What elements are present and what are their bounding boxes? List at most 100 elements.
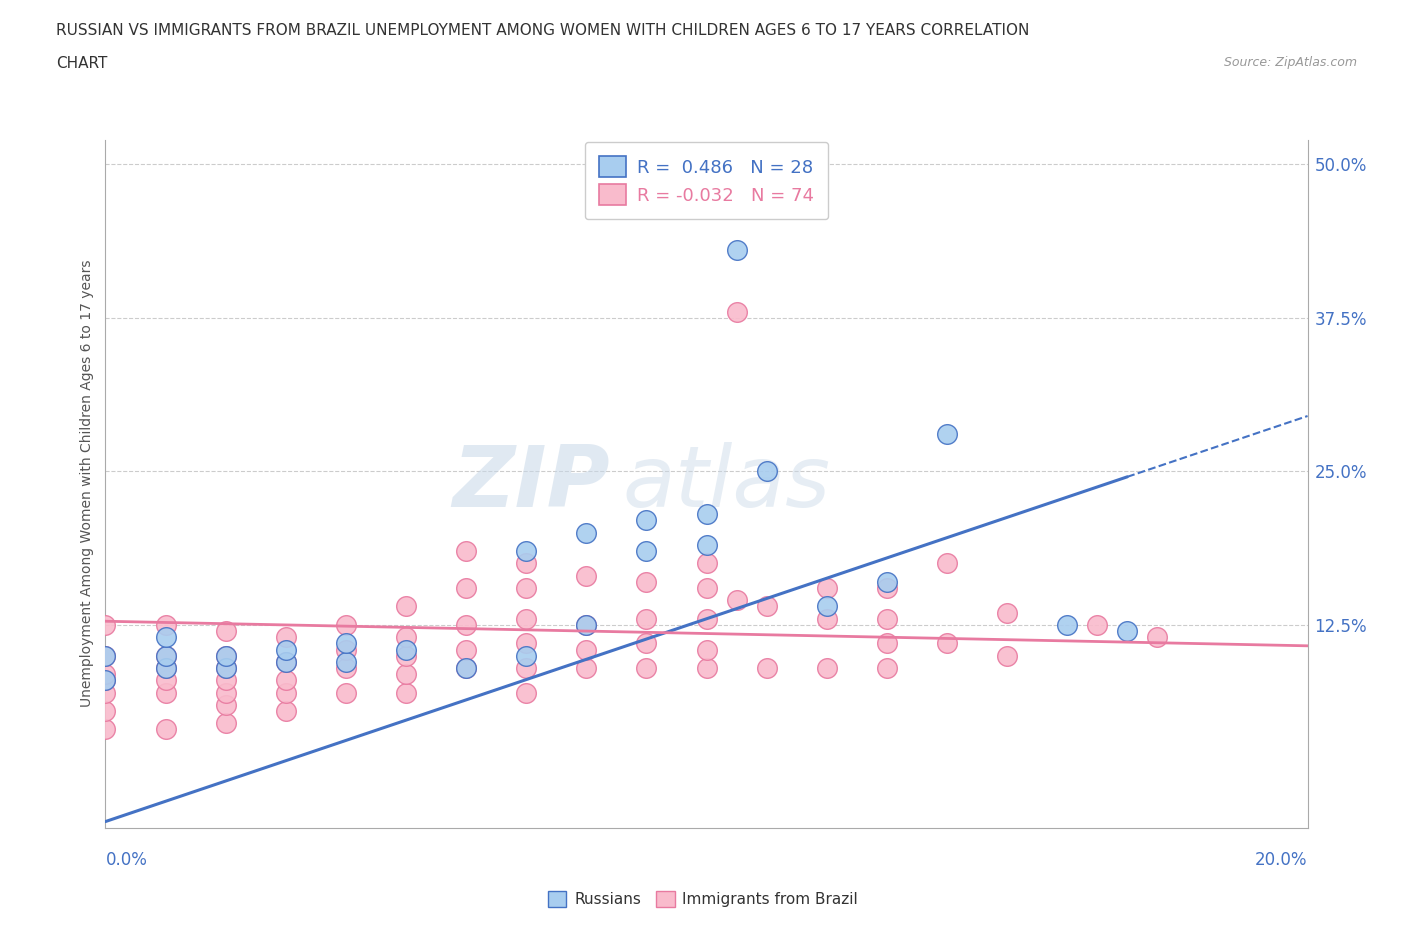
Point bbox=[214, 660, 236, 675]
Point bbox=[515, 580, 537, 595]
Point bbox=[696, 538, 718, 552]
Point bbox=[755, 599, 778, 614]
Point bbox=[94, 648, 117, 663]
Point bbox=[515, 685, 537, 700]
Point bbox=[636, 611, 658, 626]
Legend: R =  0.486   N = 28, R = -0.032   N = 74: R = 0.486 N = 28, R = -0.032 N = 74 bbox=[585, 141, 828, 219]
Point bbox=[335, 636, 357, 651]
Point bbox=[94, 648, 117, 663]
Point bbox=[274, 630, 297, 644]
Point bbox=[214, 716, 236, 731]
Point bbox=[815, 580, 838, 595]
Point bbox=[755, 660, 778, 675]
Point bbox=[1056, 618, 1078, 632]
Point bbox=[575, 618, 598, 632]
Point bbox=[335, 660, 357, 675]
Point bbox=[155, 672, 177, 687]
Point bbox=[155, 630, 177, 644]
Point bbox=[725, 243, 748, 258]
Point bbox=[995, 648, 1018, 663]
Point bbox=[515, 556, 537, 571]
Point bbox=[636, 660, 658, 675]
Point bbox=[936, 636, 959, 651]
Legend: Russians, Immigrants from Brazil: Russians, Immigrants from Brazil bbox=[541, 884, 865, 913]
Point bbox=[696, 556, 718, 571]
Text: ZIP: ZIP bbox=[453, 442, 610, 525]
Point bbox=[395, 630, 418, 644]
Point bbox=[454, 660, 477, 675]
Text: atlas: atlas bbox=[623, 442, 831, 525]
Point bbox=[94, 703, 117, 718]
Point bbox=[155, 618, 177, 632]
Point bbox=[395, 667, 418, 682]
Point bbox=[876, 580, 898, 595]
Text: 0.0%: 0.0% bbox=[105, 851, 148, 870]
Point bbox=[274, 642, 297, 657]
Point bbox=[214, 698, 236, 712]
Point bbox=[214, 648, 236, 663]
Point bbox=[1146, 630, 1168, 644]
Point bbox=[515, 660, 537, 675]
Y-axis label: Unemployment Among Women with Children Ages 6 to 17 years: Unemployment Among Women with Children A… bbox=[80, 259, 94, 708]
Point bbox=[815, 611, 838, 626]
Point bbox=[454, 660, 477, 675]
Point bbox=[94, 672, 117, 687]
Point bbox=[696, 642, 718, 657]
Point bbox=[94, 685, 117, 700]
Point bbox=[214, 672, 236, 687]
Point bbox=[995, 605, 1018, 620]
Point bbox=[876, 575, 898, 590]
Point bbox=[755, 464, 778, 479]
Point bbox=[214, 648, 236, 663]
Point bbox=[395, 599, 418, 614]
Point bbox=[214, 660, 236, 675]
Point bbox=[395, 648, 418, 663]
Point bbox=[335, 685, 357, 700]
Point bbox=[335, 642, 357, 657]
Point bbox=[575, 642, 598, 657]
Point bbox=[454, 642, 477, 657]
Text: Source: ZipAtlas.com: Source: ZipAtlas.com bbox=[1223, 56, 1357, 69]
Text: RUSSIAN VS IMMIGRANTS FROM BRAZIL UNEMPLOYMENT AMONG WOMEN WITH CHILDREN AGES 6 : RUSSIAN VS IMMIGRANTS FROM BRAZIL UNEMPL… bbox=[56, 23, 1029, 38]
Point bbox=[876, 636, 898, 651]
Point bbox=[155, 648, 177, 663]
Point bbox=[725, 593, 748, 608]
Point bbox=[1116, 624, 1139, 639]
Point bbox=[515, 648, 537, 663]
Point bbox=[274, 685, 297, 700]
Point bbox=[214, 624, 236, 639]
Point bbox=[876, 660, 898, 675]
Point bbox=[696, 611, 718, 626]
Point bbox=[1085, 618, 1108, 632]
Point bbox=[936, 427, 959, 442]
Point bbox=[636, 544, 658, 559]
Point bbox=[395, 642, 418, 657]
Point bbox=[454, 580, 477, 595]
Point bbox=[155, 648, 177, 663]
Point bbox=[696, 580, 718, 595]
Point bbox=[214, 685, 236, 700]
Point bbox=[515, 544, 537, 559]
Point bbox=[395, 685, 418, 700]
Point bbox=[155, 660, 177, 675]
Point bbox=[274, 672, 297, 687]
Point bbox=[575, 618, 598, 632]
Point bbox=[155, 685, 177, 700]
Point bbox=[335, 618, 357, 632]
Text: CHART: CHART bbox=[56, 56, 108, 71]
Point bbox=[696, 507, 718, 522]
Point bbox=[636, 636, 658, 651]
Text: 20.0%: 20.0% bbox=[1256, 851, 1308, 870]
Point bbox=[815, 660, 838, 675]
Point bbox=[815, 599, 838, 614]
Point bbox=[94, 667, 117, 682]
Point bbox=[636, 575, 658, 590]
Point bbox=[335, 655, 357, 670]
Point bbox=[274, 655, 297, 670]
Point bbox=[575, 525, 598, 540]
Point bbox=[155, 722, 177, 737]
Point bbox=[94, 722, 117, 737]
Point bbox=[155, 660, 177, 675]
Point bbox=[274, 655, 297, 670]
Point bbox=[575, 660, 598, 675]
